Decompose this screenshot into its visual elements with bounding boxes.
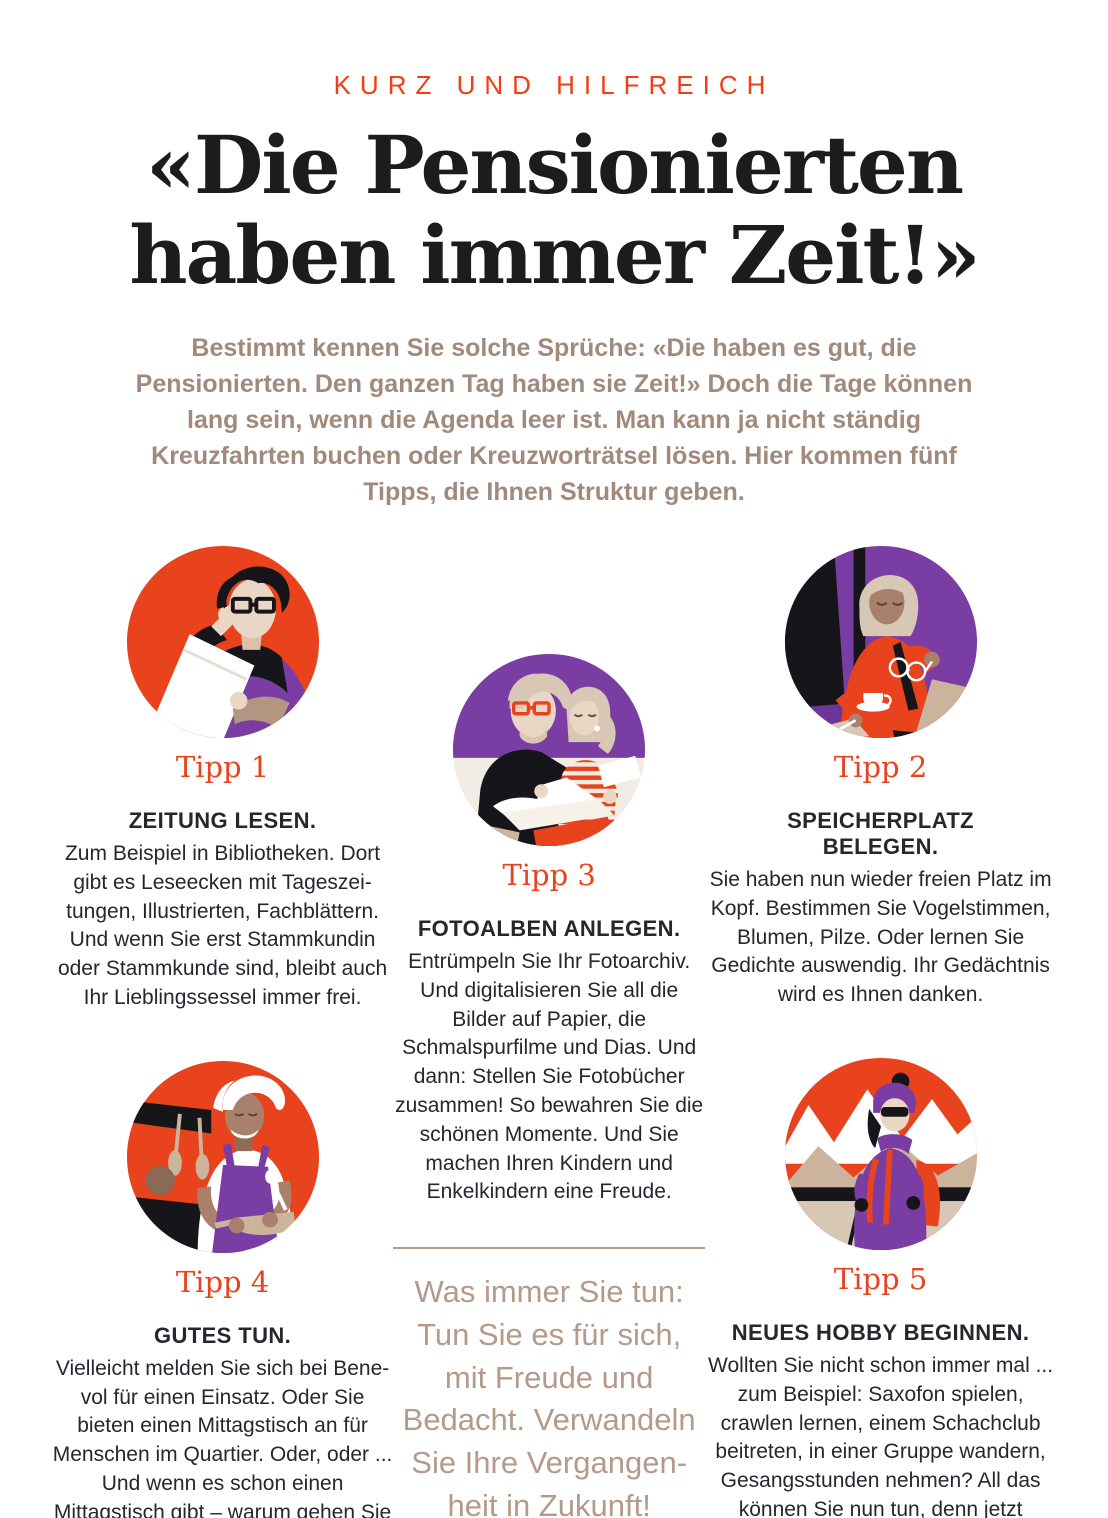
hiker-in-mountains-illustration xyxy=(784,1057,977,1251)
tip1-heading: ZEITUNG LESEN. xyxy=(128,808,317,834)
tip5-illustration-hiker xyxy=(783,1056,979,1252)
tip-4: Tipp 4 GUTES TUN. Vielleicht melden Sie … xyxy=(52,1059,393,1518)
tip-1: Tipp 1 ZEITUNG LESEN. Zum Beispiel in Bi… xyxy=(52,544,393,1013)
tip4-label: Tipp 4 xyxy=(175,1264,270,1299)
tip3-body: Entrümpeln Sie Ihr Fotoarchiv. Und digit… xyxy=(395,950,704,1204)
tips-grid: Tipp 1 ZEITUNG LESEN. Zum Beispiel in Bi… xyxy=(0,544,1108,1518)
tip4-body: Vielleicht melden Sie sich bei Bene­vol … xyxy=(52,1356,393,1518)
tip4-illustration-man-cooking xyxy=(125,1059,321,1255)
tip-3: Tipp 3 FOTOALBEN ANLEGEN. Entrümpeln Sie… xyxy=(393,652,705,1207)
tip2-label: Tipp 2 xyxy=(833,750,928,785)
tip1-body: Zum Beispiel in Bibliotheken. Dort gibt … xyxy=(57,842,388,1010)
tip2-illustration-woman-at-desk xyxy=(783,544,979,740)
woman-writing-at-desk-illustration xyxy=(784,546,977,739)
tip2-body: Sie haben nun wieder freien Platz im Kop… xyxy=(709,868,1052,1007)
tip-2: Tipp 2 SPEICHERPLATZ BELEGEN. Sie haben … xyxy=(705,544,1056,1010)
tip5-body: Wollten Sie nicht schon immer mal ... zu… xyxy=(708,1354,1054,1518)
page-title: «Die Pensionierten haben immer Zeit!» xyxy=(0,118,1108,302)
man-cooking-with-apron-illustration xyxy=(126,1060,319,1253)
tip1-illustration-man-reading-newspaper xyxy=(125,544,321,740)
tip4-heading: GUTES TUN. xyxy=(153,1322,292,1348)
page-header: KURZ UND HILFREICH «Die Pensionierten hab… xyxy=(0,70,1108,510)
quote-divider-top xyxy=(393,1247,706,1250)
tip3-heading: FOTOALBEN ANLEGEN. xyxy=(417,916,681,942)
tip3-illustration-couple-photos xyxy=(451,652,647,848)
kicker: KURZ UND HILFREICH xyxy=(333,70,775,100)
column-right: Tipp 2 SPEICHERPLATZ BELEGEN. Sie haben … xyxy=(705,544,1056,1518)
couple-looking-at-photos-illustration xyxy=(453,654,646,847)
man-reading-newspaper-illustration xyxy=(126,546,319,739)
intro-paragraph: Bestimmt kennen Sie solche Sprüche: «Die… xyxy=(135,334,973,507)
pull-quote-text: Was immer Sie tun: Tun Sie es für sich, … xyxy=(402,1274,696,1518)
tip5-label: Tipp 5 xyxy=(833,1262,928,1297)
tip1-label: Tipp 1 xyxy=(175,750,270,785)
pull-quote-block: Was immer Sie tun: Tun Sie es für sich, … xyxy=(393,1247,706,1518)
title-line-1: «Die Pensionierten xyxy=(146,118,964,212)
tip-5: Tipp 5 NEUES HOBBY BEGINNEN. Wollten Sie… xyxy=(705,1056,1056,1518)
column-left: Tipp 1 ZEITUNG LESEN. Zum Beispiel in Bi… xyxy=(52,544,393,1518)
tip5-heading: NEUES HOBBY BEGINNEN. xyxy=(731,1320,1030,1346)
title-line-2: haben immer Zeit!» xyxy=(129,207,980,302)
tip3-label: Tipp 3 xyxy=(502,858,596,893)
tip2-heading: SPEICHERPLATZ BELEGEN. xyxy=(787,808,975,860)
column-center: Tipp 3 FOTOALBEN ANLEGEN. Entrümpeln Sie… xyxy=(393,652,706,1518)
